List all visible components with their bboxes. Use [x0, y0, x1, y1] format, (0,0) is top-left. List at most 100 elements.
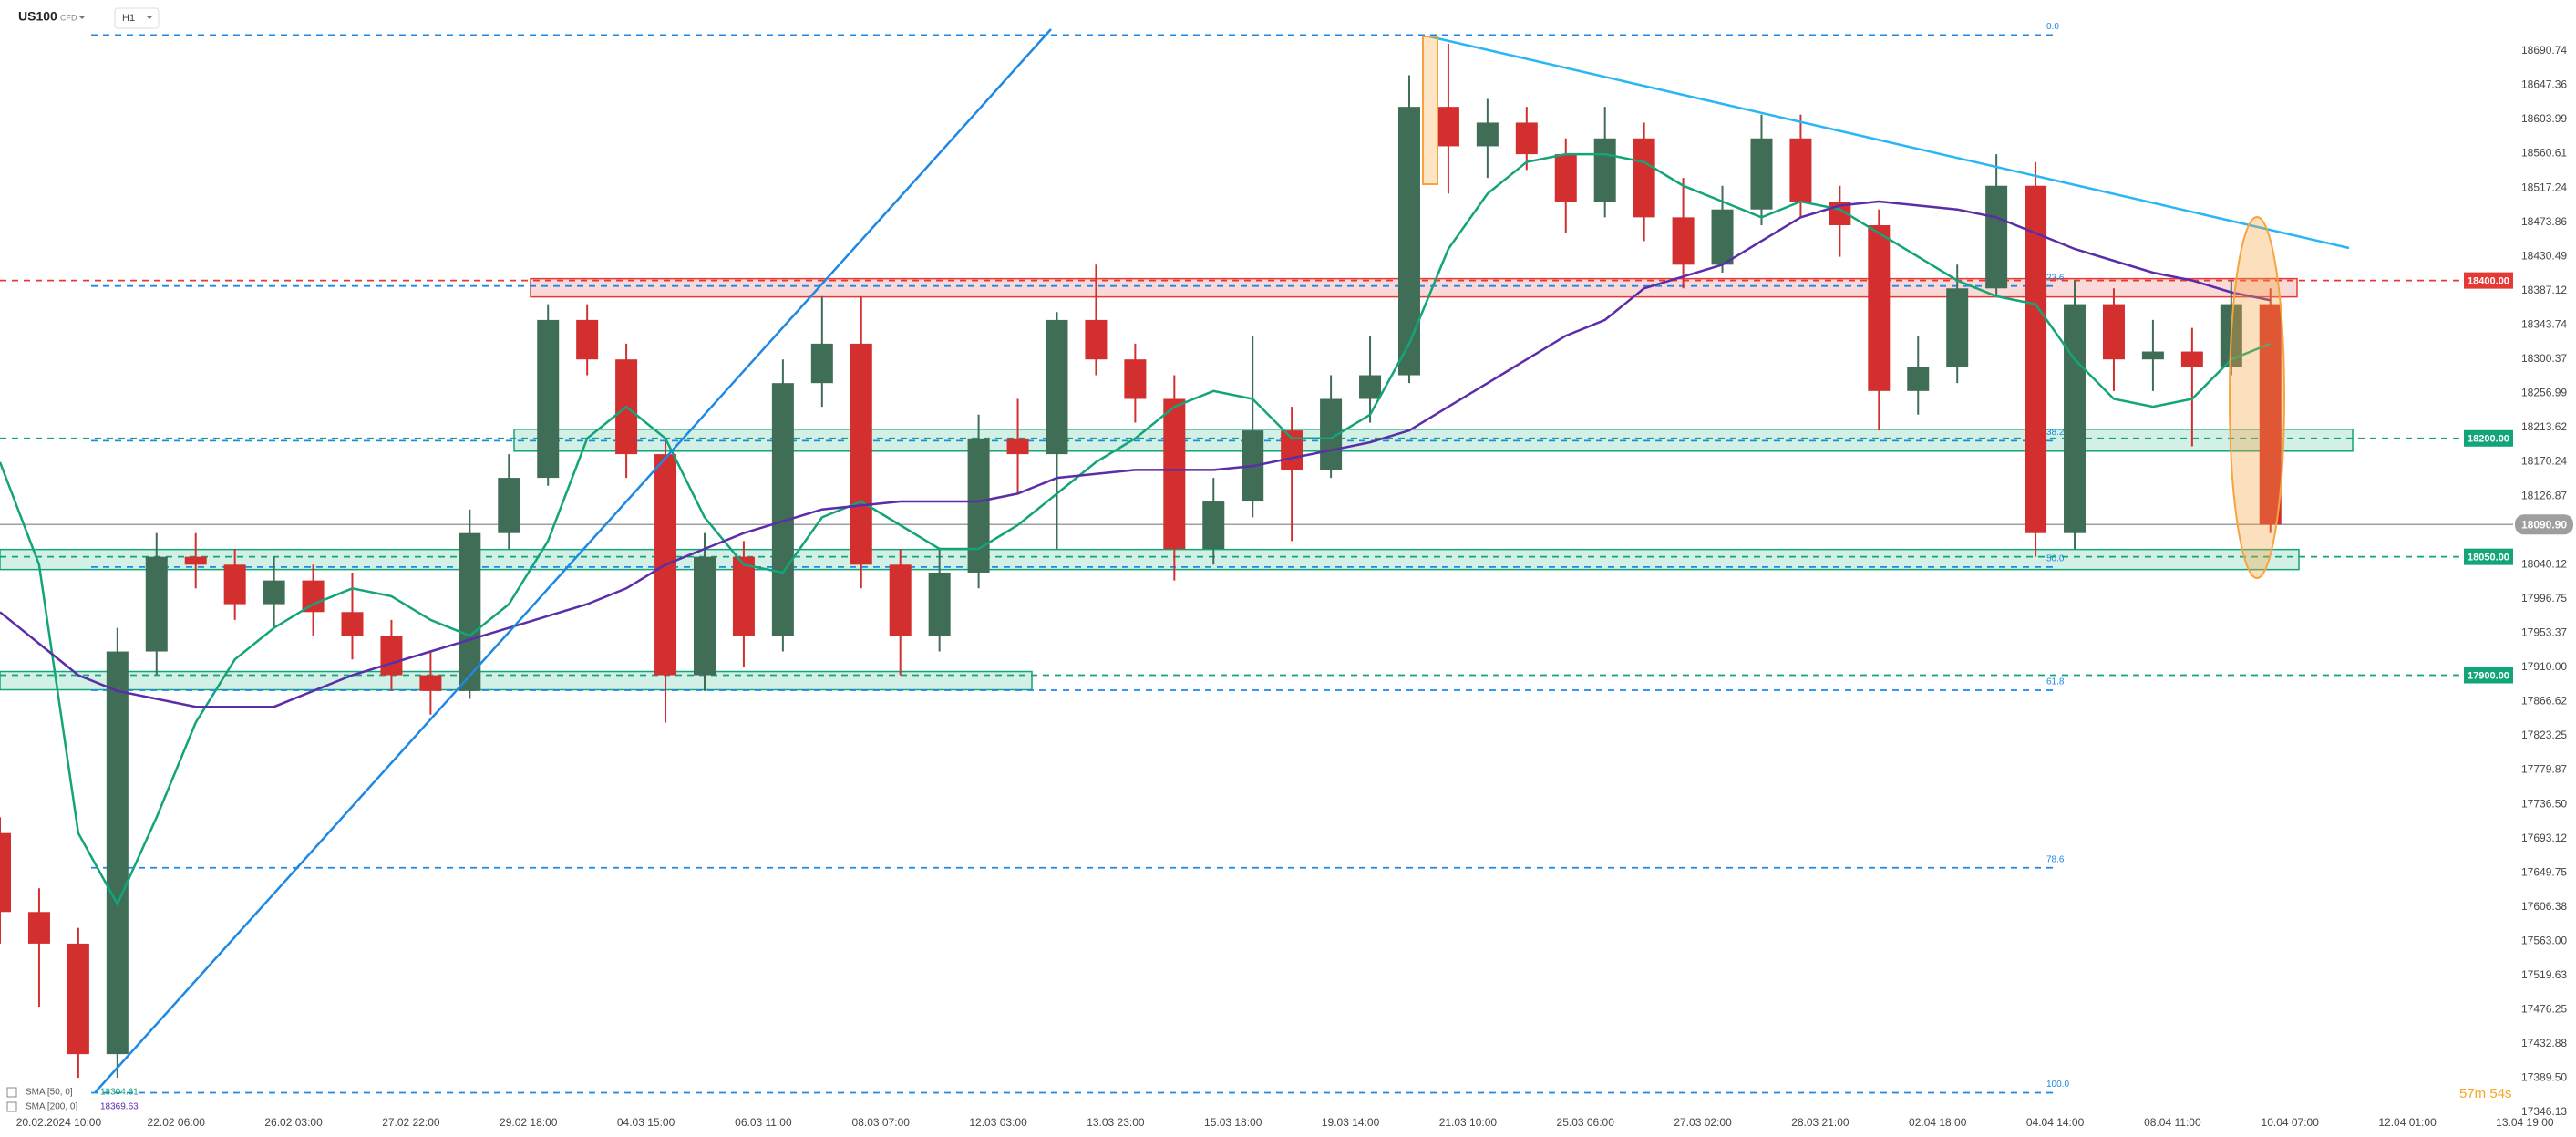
level-tag — [2464, 548, 2513, 565]
y-tick-label: 17649.75 — [2521, 865, 2567, 878]
y-tick-label: 18256.99 — [2521, 387, 2567, 399]
y-tick-label: 18560.61 — [2521, 147, 2567, 160]
legend-icon — [6, 1101, 17, 1112]
level-tag-label: 17900.00 — [2468, 670, 2509, 681]
symbol-dropdown-icon — [78, 16, 86, 19]
legend-name: SMA [50, 0] — [26, 1088, 73, 1098]
plot-area: 0.0 23.6 38.2 50.0 61.8 78.6 100.0 18400.00 1820… — [0, 22, 2573, 1129]
x-tick-label: 15.03 18:00 — [1204, 1116, 1262, 1129]
fib-label: 23.6 — [2046, 273, 2065, 283]
legend: SMA [50, 0] 18304.61 SMA [200, 0] 18369.63 — [6, 1087, 139, 1112]
y-tick-label: 17823.25 — [2521, 729, 2567, 741]
x-tick-label: 27.02 22:00 — [382, 1116, 440, 1129]
highlight-ellipse — [2229, 216, 2285, 579]
candle-body — [1163, 398, 1186, 549]
y-tick-label: 18300.37 — [2521, 352, 2567, 365]
y-tick-label: 17910.00 — [2521, 660, 2567, 673]
candle-body — [1281, 430, 1303, 470]
candle-body — [576, 319, 599, 360]
candle-body — [1476, 122, 1499, 147]
candle-body — [1397, 107, 1420, 376]
candle-body — [1006, 438, 1029, 455]
level-tag — [2464, 429, 2513, 447]
x-tick-label: 12.03 03:00 — [969, 1116, 1027, 1129]
x-tick-label: 26.02 03:00 — [264, 1116, 323, 1129]
candle-body — [1515, 122, 1538, 155]
x-tick-label: 29.02 18:00 — [500, 1116, 558, 1129]
x-tick-label: 25.03 06:00 — [1557, 1116, 1615, 1129]
legend-value: 18369.63 — [100, 1102, 139, 1112]
candle-body — [928, 572, 951, 636]
x-tick-label: 08.04 11:00 — [2144, 1116, 2201, 1129]
y-tick-label: 18473.86 — [2521, 215, 2567, 228]
candle-body — [1593, 138, 1616, 202]
candle-body — [2102, 304, 2125, 360]
y-tick-label: 17736.50 — [2521, 797, 2567, 810]
sma-line — [0, 152, 2272, 907]
y-tick-label: 18213.62 — [2521, 420, 2567, 433]
candle-body — [1202, 501, 1225, 549]
candle-body — [1946, 288, 1969, 367]
y-tick-label: 17606.38 — [2521, 900, 2567, 913]
candle-body — [1085, 319, 1108, 360]
y-tick-label: 17476.25 — [2521, 1003, 2567, 1016]
candle-body — [106, 651, 129, 1055]
y-tick-label: 18343.74 — [2521, 318, 2567, 331]
candle-body — [2064, 304, 2087, 533]
x-tick-label: 22.02 06:00 — [148, 1116, 206, 1129]
x-tick-label: 02.04 18:00 — [1909, 1116, 1967, 1129]
x-tick-label: 08.03 07:00 — [852, 1116, 911, 1129]
candle-body — [1789, 138, 1812, 202]
sma-line — [0, 200, 2271, 708]
fib-label: 0.0 — [2046, 22, 2059, 32]
x-tick-label: 12.04 01:00 — [2378, 1116, 2437, 1129]
candle-body — [850, 343, 872, 565]
candle-body — [1711, 209, 1734, 265]
candle-body — [889, 564, 912, 636]
symbol: US100 — [18, 9, 57, 24]
legend-name: SMA [200, 0] — [26, 1102, 77, 1112]
x-tick-label: 27.03 02:00 — [1674, 1116, 1732, 1129]
x-tick-label: 28.03 21:00 — [1791, 1116, 1850, 1129]
y-tick-label: 18126.87 — [2521, 489, 2567, 501]
candle-body — [223, 564, 246, 605]
x-tick-label: 19.03 14:00 — [1322, 1116, 1380, 1129]
trendline-down — [1428, 35, 2350, 250]
candle-body — [732, 556, 755, 636]
zone — [0, 670, 1033, 691]
candle-body — [1046, 319, 1068, 455]
y-tick-label: 17432.88 — [2521, 1037, 2567, 1049]
candle-body — [2141, 351, 2164, 360]
candle-body — [2180, 351, 2203, 367]
candle-body — [1554, 154, 1577, 202]
y-tick-label: 17866.62 — [2521, 695, 2567, 708]
y-tick-label: 18517.24 — [2521, 181, 2567, 193]
y-tick-label: 17779.87 — [2521, 763, 2567, 776]
last-price-tag — [2515, 514, 2573, 535]
candle-body — [1750, 138, 1773, 210]
candle-body — [498, 478, 520, 533]
interval[interactable]: H1 — [122, 13, 135, 24]
y-tick-label: 18430.49 — [2521, 249, 2567, 262]
x-tick-label: 20.02.2024 10:00 — [16, 1116, 102, 1129]
y-tick-label: 18690.74 — [2521, 44, 2567, 57]
zone — [0, 548, 2300, 571]
level-tag-label: 18400.00 — [2468, 276, 2509, 287]
candle-body — [810, 343, 833, 384]
fib-label: 61.8 — [2046, 677, 2065, 687]
candle-body — [341, 612, 364, 636]
candle-body — [1985, 185, 2008, 289]
interval-selector[interactable] — [114, 7, 160, 29]
x-tick-label: 13.04 19:00 — [2496, 1116, 2554, 1129]
candle-body — [1124, 359, 1147, 399]
y-tick-label: 17996.75 — [2521, 592, 2567, 605]
candle-body — [1437, 107, 1459, 147]
x-tick-label: 10.04 07:00 — [2262, 1116, 2320, 1129]
candle-body — [145, 556, 168, 652]
legend-value: 18304.61 — [100, 1088, 139, 1098]
candle-body — [302, 580, 325, 613]
y-tick-label: 17563.00 — [2521, 934, 2567, 946]
candle-body — [459, 532, 481, 691]
legend-icon — [6, 1087, 17, 1098]
